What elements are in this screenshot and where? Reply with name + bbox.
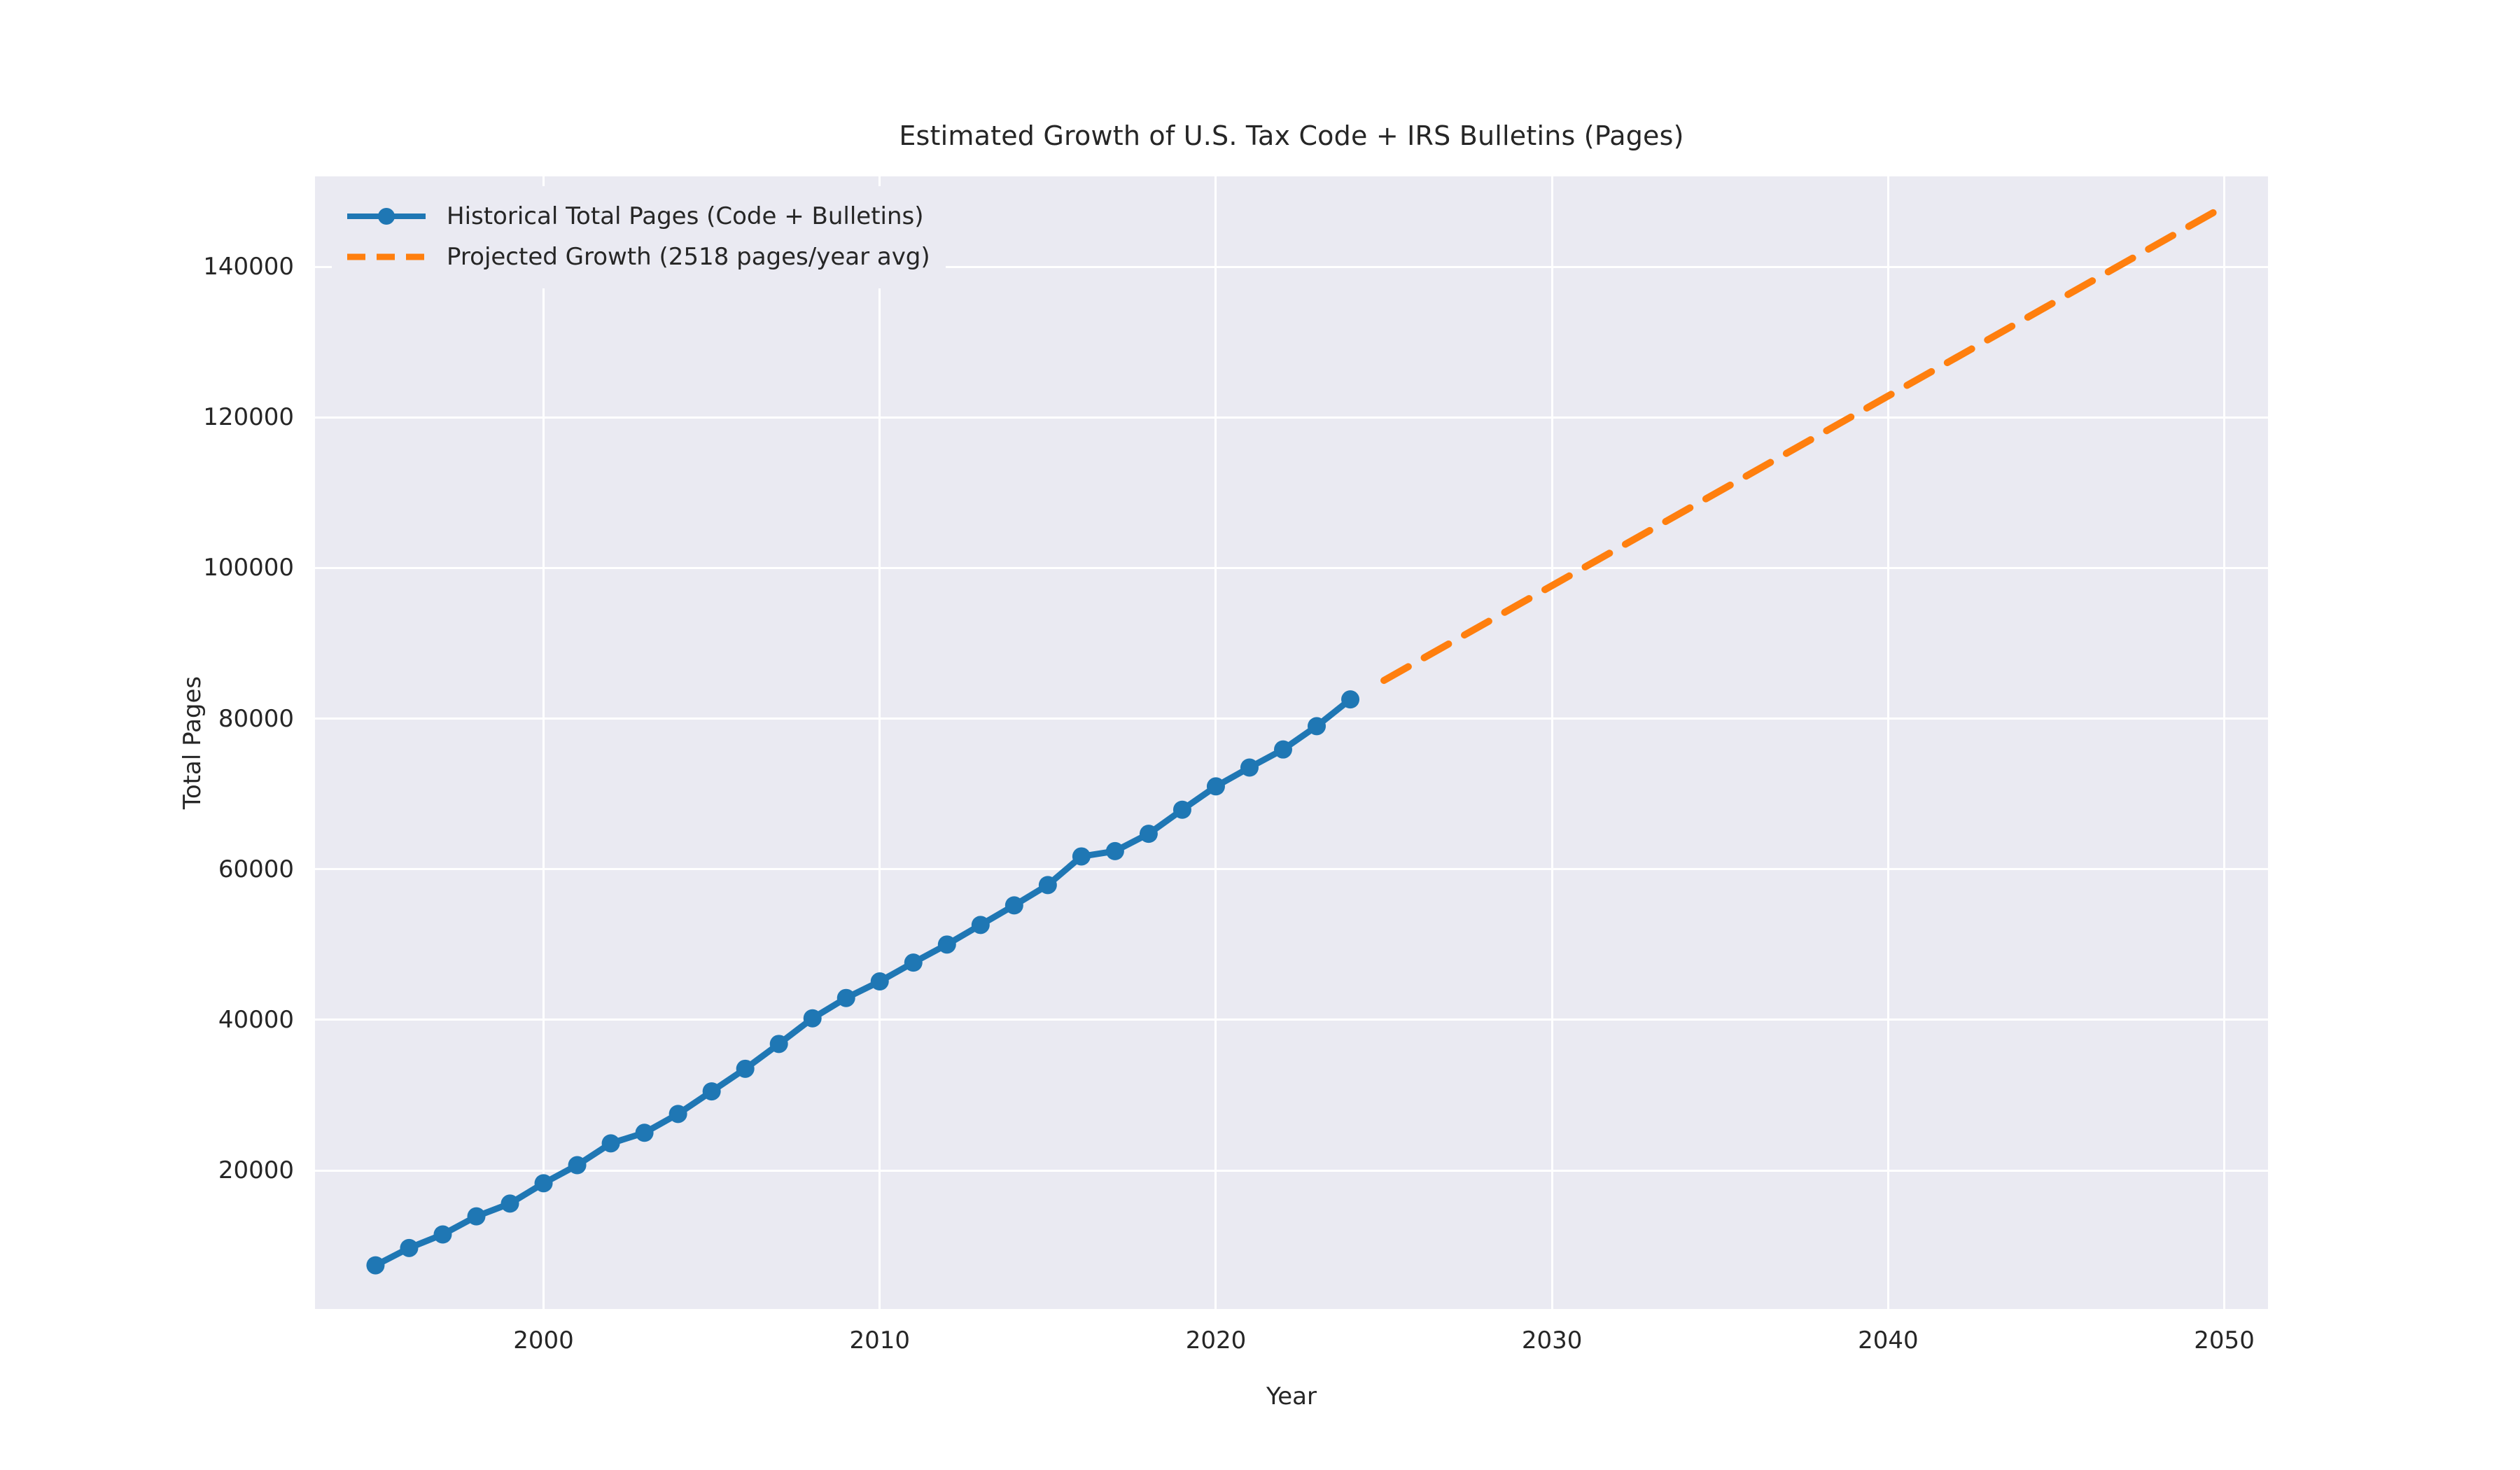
data-point-marker	[534, 1174, 553, 1193]
y-axis-tick-label: 60000	[218, 855, 294, 883]
data-point-marker	[904, 953, 923, 972]
data-point-marker	[635, 1124, 654, 1142]
data-point-marker	[1139, 825, 1158, 844]
series-line-projected	[1380, 202, 2228, 685]
data-point-marker	[1240, 758, 1259, 777]
data-point-marker	[1072, 847, 1091, 866]
gridline-horizontal	[315, 718, 2268, 720]
data-point-marker	[1341, 690, 1360, 709]
gridline-vertical	[1550, 176, 1553, 1309]
data-point-marker	[433, 1225, 452, 1244]
data-point-marker	[937, 935, 956, 954]
data-point-marker	[769, 1035, 788, 1054]
data-point-marker	[500, 1194, 519, 1213]
data-point-marker	[836, 988, 855, 1007]
gridline-horizontal	[315, 566, 2268, 569]
y-axis-tick-label: 120000	[203, 403, 294, 432]
gridline-vertical	[1214, 176, 1217, 1309]
gridline-vertical	[542, 176, 545, 1309]
data-point-marker	[1206, 777, 1225, 796]
legend-label-projected: Projected Growth (2518 pages/year avg)	[447, 243, 930, 271]
gridline-horizontal	[315, 265, 2268, 268]
gridline-vertical	[2223, 176, 2226, 1309]
data-point-marker	[736, 1059, 755, 1078]
chart-data-layer	[366, 202, 2228, 1275]
data-point-marker	[1038, 876, 1057, 895]
y-axis-tick-label: 20000	[218, 1156, 294, 1185]
y-axis-tick-label: 80000	[218, 704, 294, 733]
data-point-marker	[870, 972, 889, 991]
chart-legend: Historical Total Pages (Code + Bulletins…	[332, 186, 946, 288]
gridline-horizontal	[315, 1169, 2268, 1172]
data-point-marker	[1105, 841, 1124, 860]
data-point-marker	[366, 1256, 385, 1275]
data-point-marker	[971, 916, 990, 934]
dashed-line-swatch	[347, 253, 426, 260]
x-axis-label: Year	[1266, 1382, 1317, 1410]
gridline-horizontal	[315, 416, 2268, 419]
y-axis-label: Total Pages	[178, 676, 206, 810]
gridline-vertical	[878, 176, 881, 1309]
y-axis-tick-label: 140000	[203, 253, 294, 281]
data-point-marker	[568, 1156, 587, 1175]
line-marker-swatch	[347, 208, 426, 225]
legend-entry-projected[interactable]: Projected Growth (2518 pages/year avg)	[344, 237, 930, 277]
chart-title: Estimated Growth of U.S. Tax Code + IRS …	[899, 120, 1684, 151]
y-axis-tick-label: 100000	[203, 554, 294, 582]
gridline-horizontal	[315, 868, 2268, 871]
data-point-marker	[1004, 896, 1023, 915]
legend-entry-historical[interactable]: Historical Total Pages (Code + Bulletins…	[344, 196, 930, 237]
data-point-marker	[400, 1238, 419, 1257]
plot-area	[315, 176, 2268, 1309]
x-axis-tick-label: 2020	[1185, 1326, 1247, 1354]
x-axis-tick-label: 2030	[1521, 1326, 1583, 1354]
x-axis-tick-label: 2010	[849, 1326, 910, 1354]
y-axis-tick-label: 40000	[218, 1005, 294, 1034]
data-point-marker	[467, 1207, 486, 1226]
data-point-marker	[601, 1134, 620, 1153]
x-axis-tick-label: 2050	[2194, 1326, 2255, 1354]
data-point-marker	[803, 1009, 822, 1028]
data-point-marker	[1273, 740, 1292, 759]
data-point-marker	[668, 1105, 687, 1124]
data-point-marker	[702, 1082, 721, 1101]
gridline-vertical	[1886, 176, 1889, 1309]
x-axis-tick-label: 2000	[513, 1326, 574, 1354]
series-line-historical	[372, 696, 1354, 1269]
gridline-horizontal	[315, 1018, 2268, 1021]
legend-label-historical: Historical Total Pages (Code + Bulletins…	[447, 202, 924, 230]
data-point-marker	[1308, 717, 1326, 736]
x-axis-tick-label: 2040	[1858, 1326, 1919, 1354]
data-point-marker	[1172, 800, 1191, 819]
